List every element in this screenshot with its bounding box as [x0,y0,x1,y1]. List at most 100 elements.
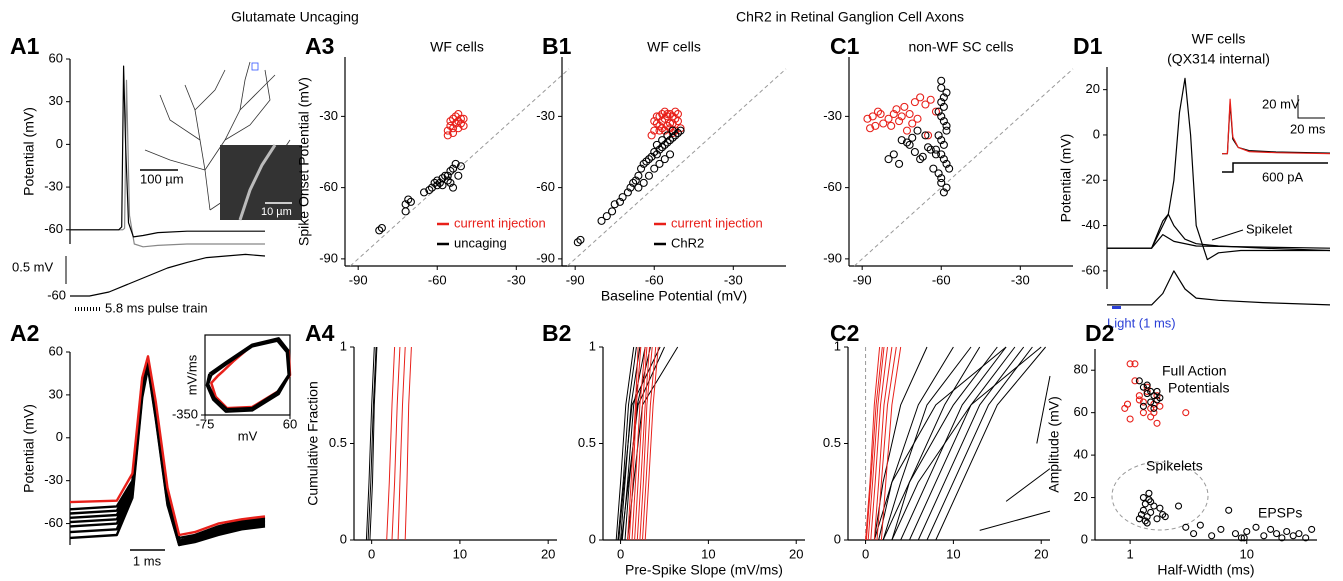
y-tick-label: -20 [1081,172,1100,187]
point [937,98,946,107]
point [1143,390,1151,398]
y-tick-label: -60 [823,179,842,194]
point [1295,530,1303,538]
section-header: ChR2 in Retinal Ganglion Cell Axons [736,9,964,25]
y-tick-label: -90 [823,250,842,265]
point [671,126,680,135]
trace [979,510,1051,531]
point [655,112,664,121]
annotation: Spikelets [1146,458,1203,474]
point [663,131,672,140]
trace [391,346,401,541]
panel-label: A4 [305,320,335,346]
panel-title: non-WF SC cells [908,39,1013,55]
point [926,145,935,154]
point [1150,502,1158,510]
x-tick-label: 10 [946,546,960,561]
y-tick-label: 0.5 [329,435,347,450]
point [626,183,635,192]
y-tick-label: 0 [340,531,347,546]
point [934,107,943,116]
point [934,131,943,140]
panel-label: A3 [305,33,334,59]
point [448,164,458,173]
y-tick-label: -60 [47,287,66,302]
point [676,124,685,133]
point [1131,377,1139,385]
y-tick-label: 60 [1074,404,1088,419]
panel-title: WF cells [1192,31,1246,47]
point [939,102,948,111]
identity-line [349,68,570,267]
point [647,152,656,161]
point [665,150,675,159]
x-tick-label: 1 [1126,546,1133,561]
point [1260,532,1268,540]
trace [634,346,648,541]
x-tick-label: 10 [1240,546,1254,561]
annotation: Light (1 ms) [1107,315,1176,330]
point [634,171,643,180]
section-header: Glutamate Uncaging [231,9,359,25]
point [660,107,669,116]
point [671,131,680,140]
point [655,121,664,130]
point [1289,532,1297,540]
point [1135,392,1143,400]
legend-label: ChR2 [671,235,704,250]
identity-line [853,68,1074,267]
point [1141,517,1149,525]
trace [926,346,1033,541]
trace [1222,98,1331,155]
point [1135,515,1143,523]
point [425,185,434,195]
point [897,136,906,145]
point [934,169,943,178]
point [573,238,582,247]
point [650,147,659,157]
point [937,112,946,121]
x-tick-label: 10 [701,546,715,561]
trace [369,346,378,541]
scale-bar [1297,95,1325,119]
point [929,164,938,173]
x-axis-label: Half-Width (ms) [1157,562,1254,578]
point [876,109,885,119]
trace [627,346,639,541]
point [451,159,460,168]
point [1147,398,1155,406]
x-tick-label: -90 [349,272,368,287]
point [889,150,898,159]
neuron-morphology [144,61,291,211]
point [1153,515,1161,523]
point [931,150,941,159]
point [623,188,632,197]
point [608,207,617,216]
point [665,136,675,145]
point [404,195,413,204]
point [456,162,466,171]
trace [878,346,954,541]
y-tick-label: 30 [49,93,63,108]
point [401,207,410,216]
point [895,117,904,126]
x-tick-label: 60 [283,416,297,431]
trace [206,339,290,411]
panel-label: B2 [542,320,571,346]
point [1147,508,1155,516]
point [631,176,640,185]
point [652,150,661,159]
point [942,88,951,97]
point [456,114,466,123]
point [427,183,437,192]
point [1126,360,1134,368]
trace [69,355,266,537]
point [918,152,927,161]
y-tick-label: -30 [319,108,338,123]
x-tick-label: -30 [507,272,526,287]
point [652,112,661,121]
x-tick-label: 20 [1034,546,1048,561]
cluster-outline [1111,461,1209,531]
annotation: 5.8 ms pulse train [105,300,208,315]
